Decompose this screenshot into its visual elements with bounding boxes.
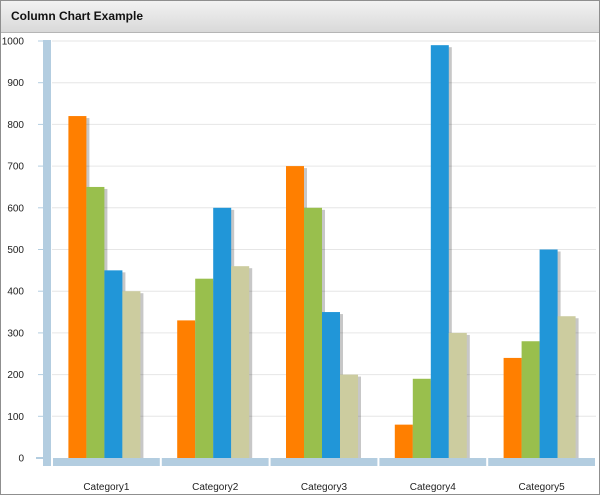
y-tick-label: 300 xyxy=(7,328,24,339)
y-tick-label: 700 xyxy=(7,162,24,173)
bar xyxy=(412,378,431,458)
bars xyxy=(68,45,579,459)
axes xyxy=(36,40,595,466)
bar xyxy=(213,207,232,458)
bar xyxy=(557,316,576,458)
chart-title: Column Chart Example xyxy=(11,9,144,23)
y-tick-label: 900 xyxy=(7,78,24,89)
bar xyxy=(521,341,540,458)
bar xyxy=(448,332,467,458)
bar xyxy=(539,249,558,458)
y-tick-label: 0 xyxy=(18,454,24,465)
y-tick-labels: 0 100 200 300 400 500 600 700 800 900 1000 xyxy=(2,37,25,465)
y-tick-label: 200 xyxy=(7,370,24,381)
bar xyxy=(231,266,250,458)
bar xyxy=(286,166,304,458)
y-tick-label: 1000 xyxy=(2,37,25,48)
x-category-label: Category2 xyxy=(192,482,239,493)
x-category-labels: Category1 Category2 Category3 Category4 Cate… xyxy=(83,482,565,493)
bar xyxy=(340,374,358,458)
bar xyxy=(394,424,413,458)
y-tick-label: 400 xyxy=(7,287,24,298)
x-category-label: Category4 xyxy=(410,482,457,493)
y-tick-label: 100 xyxy=(7,412,24,423)
x-axis-segment xyxy=(161,458,269,466)
y-axis-bar xyxy=(43,40,51,466)
bar xyxy=(104,270,123,458)
bar xyxy=(86,186,105,458)
x-axis-segment xyxy=(53,458,160,466)
x-axis-segment xyxy=(379,458,487,466)
bar xyxy=(195,278,214,458)
x-category-label: Category1 xyxy=(83,482,130,493)
y-tick-label: 800 xyxy=(7,120,24,131)
y-tick-label: 500 xyxy=(7,245,24,256)
bar xyxy=(304,207,322,458)
bar xyxy=(430,45,449,459)
x-axis-segment xyxy=(488,458,595,466)
x-axis-segment xyxy=(270,458,378,466)
bar xyxy=(503,357,522,458)
y-tick-label: 600 xyxy=(7,203,24,214)
x-category-label: Category3 xyxy=(301,482,348,493)
bar xyxy=(322,312,340,458)
bar xyxy=(122,291,141,458)
x-category-label: Category5 xyxy=(519,482,566,493)
title-bar: Column Chart Example xyxy=(1,1,599,33)
bar xyxy=(177,320,196,458)
bar xyxy=(68,116,87,458)
